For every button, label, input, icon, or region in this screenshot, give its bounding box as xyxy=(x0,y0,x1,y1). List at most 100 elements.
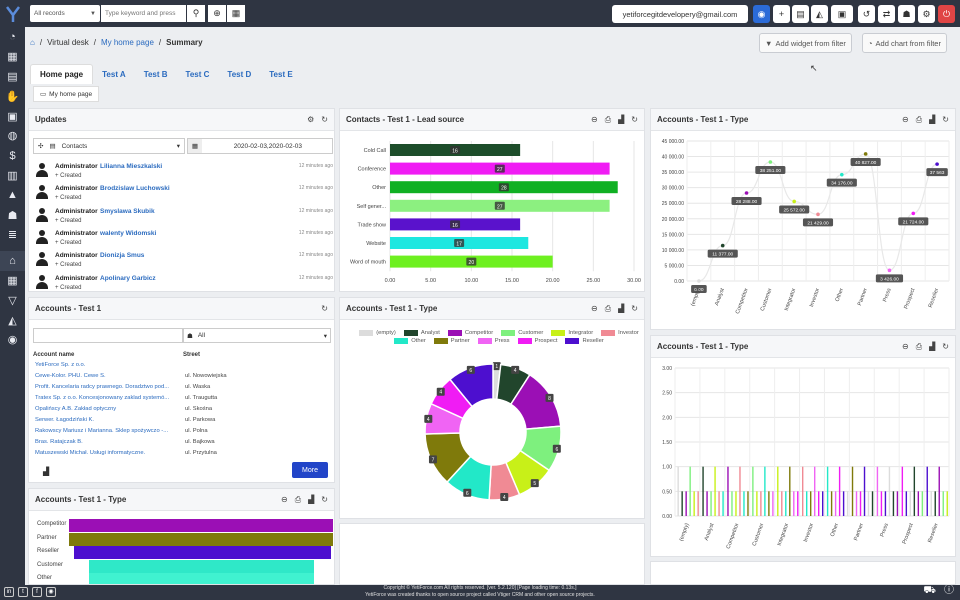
user-email[interactable]: yetiforcegitdevelopery@gmail.com xyxy=(612,5,748,23)
document-icon[interactable]: ▥ xyxy=(7,169,18,182)
refresh-icon[interactable]: ↻ xyxy=(631,114,638,124)
update-record-link[interactable]: Dionizja Smus xyxy=(100,252,145,260)
account-name-link[interactable]: Bras. Ratajczak B. xyxy=(35,439,83,445)
download-icon[interactable]: ⊖ xyxy=(281,494,288,504)
print-icon[interactable]: ⎙ xyxy=(915,114,923,124)
account-name-link[interactable]: Matuszewski Michał. Usługi informatyczne… xyxy=(35,450,146,456)
settings-icon[interactable]: ⚙ xyxy=(918,5,935,23)
legend-item[interactable]: Investor xyxy=(601,330,639,336)
legend-item[interactable]: Prospect xyxy=(517,338,557,344)
more-button[interactable]: More xyxy=(292,462,328,478)
github-icon[interactable]: ◉ xyxy=(46,587,56,597)
legend-item[interactable]: Integrator xyxy=(551,330,593,336)
legend-item[interactable]: Analyst xyxy=(403,330,440,336)
facebook-icon[interactable]: f xyxy=(32,587,42,597)
download-icon[interactable]: ⊖ xyxy=(902,114,909,124)
building-icon[interactable]: ▦ xyxy=(7,51,18,64)
company-icon[interactable]: ▤ xyxy=(7,70,18,83)
support-icon[interactable]: ◍ xyxy=(7,130,18,143)
refresh-icon[interactable]: ↻ xyxy=(942,341,949,351)
tab-home-page[interactable]: Home page xyxy=(30,64,94,84)
chart-icon[interactable]: ▟ xyxy=(308,494,315,504)
user-circle-icon[interactable]: ◉ xyxy=(7,334,18,347)
update-record-link[interactable]: Smyslawa Skubik xyxy=(100,207,155,215)
notes-icon[interactable]: ▤ xyxy=(792,5,809,23)
tab-test-c[interactable]: Test C xyxy=(185,69,210,79)
users-icon[interactable]: ☗ xyxy=(7,209,18,222)
street-filter[interactable]: ☗ All ▾ xyxy=(183,328,331,343)
update-record-link[interactable]: Brodzislaw Luchowski xyxy=(100,185,170,193)
tab-test-d[interactable]: Test D xyxy=(227,69,252,79)
refresh-icon[interactable]: ↻ xyxy=(321,494,328,504)
add-chart-button[interactable]: ◔ Add chart from filter xyxy=(862,33,947,53)
twitter-icon[interactable]: t xyxy=(18,587,28,597)
account-name-link[interactable]: Serwer. Łagodziński K. xyxy=(35,417,94,423)
refresh-icon[interactable]: ↻ xyxy=(942,114,949,124)
legend-item[interactable]: Reseller xyxy=(565,338,604,344)
bell-icon[interactable]: ◭ xyxy=(8,314,17,327)
info-icon[interactable]: ⓘ xyxy=(944,585,954,596)
linkedin-icon[interactable]: in xyxy=(4,587,14,597)
chat-icon[interactable]: ◉ xyxy=(753,5,770,23)
account-name-link[interactable]: Rakowscy Mariusz i Marianna. Sklep spoży… xyxy=(35,428,169,434)
chart-icon[interactable]: ▟ xyxy=(43,467,50,476)
bell-notification-icon[interactable]: ◭ xyxy=(811,5,828,23)
download-icon[interactable]: ⊖ xyxy=(591,303,598,313)
tab-test-a[interactable]: Test A xyxy=(102,69,126,79)
history-icon[interactable]: ↺ xyxy=(858,5,875,23)
account-name-link[interactable]: Opalińscy A.B. Zakład optyczny xyxy=(35,406,117,412)
dollar-icon[interactable]: $ xyxy=(9,149,16,162)
settings-icon[interactable]: ⚙ xyxy=(307,115,315,124)
yetiforce-logo[interactable] xyxy=(0,0,25,27)
home-icon[interactable]: ⌂ xyxy=(0,250,25,271)
office-icon[interactable]: ▦ xyxy=(7,274,18,287)
tab-test-b[interactable]: Test B xyxy=(143,69,168,79)
update-record-link[interactable]: Lilianna Mieszkalski xyxy=(100,163,163,170)
crosshair-icon[interactable]: ⊕ xyxy=(208,5,226,22)
swap-icon[interactable]: ⇄ xyxy=(878,5,895,23)
grid-icon[interactable]: ▦ xyxy=(227,5,245,22)
chart-icon[interactable]: ▟ xyxy=(929,341,936,351)
legend-item[interactable]: Customer xyxy=(501,330,543,336)
home-breadcrumb-icon[interactable]: ⌂ xyxy=(30,37,35,47)
add-icon[interactable]: + xyxy=(773,5,790,23)
lock-icon[interactable]: ▲ xyxy=(7,189,18,202)
legend-item[interactable]: Competitor xyxy=(447,330,493,336)
tab-test-e[interactable]: Test E xyxy=(269,69,293,79)
date-range-input[interactable]: ▦ 2020-02-03,2020-02-03 xyxy=(187,138,333,154)
column-account-name[interactable]: Account name xyxy=(33,352,75,358)
chart-icon[interactable]: ▟ xyxy=(929,114,936,124)
search-icon[interactable]: ⚲ xyxy=(187,5,205,22)
dashboard-icon[interactable]: ◔ xyxy=(9,30,16,43)
user-icon[interactable]: ☗ xyxy=(898,5,915,23)
account-name-filter[interactable] xyxy=(33,328,183,343)
add-widget-button[interactable]: ▼ Add widget from filter xyxy=(759,33,852,53)
print-icon[interactable]: ⎙ xyxy=(294,494,302,504)
cart-icon[interactable]: ⛟ xyxy=(923,585,936,596)
chart-icon[interactable]: ▟ xyxy=(618,114,625,124)
download-icon[interactable]: ⊖ xyxy=(591,114,598,124)
database-icon[interactable]: ≣ xyxy=(7,229,18,242)
chart-icon[interactable]: ▟ xyxy=(618,303,625,313)
briefcase-icon[interactable]: ▣ xyxy=(7,110,18,123)
account-name-link[interactable]: Profit. Kancelaria radcy prawnego. Dorad… xyxy=(35,384,170,390)
legend-item[interactable]: Press xyxy=(477,338,510,344)
account-name-link[interactable]: Cewe-Kolor. PHU. Cewe S. xyxy=(35,373,106,379)
subtab-my-home-page[interactable]: ▭ My home page xyxy=(33,86,100,102)
filter-icon[interactable]: ▽ xyxy=(8,294,17,307)
legend-item[interactable]: (empty) xyxy=(359,330,396,336)
print-icon[interactable]: ⎙ xyxy=(604,114,612,124)
records-select[interactable]: All records ▼ xyxy=(30,5,100,22)
refresh-icon[interactable]: ↻ xyxy=(631,303,638,313)
search-input[interactable] xyxy=(101,5,186,22)
update-record-link[interactable]: walenty Widomski xyxy=(100,229,157,237)
calendar-icon[interactable]: ▣ xyxy=(831,5,853,23)
module-select[interactable]: ✣ ▤ Contacts ▾ xyxy=(33,138,185,154)
account-name-link[interactable]: Tratex Sp. z o.o. Koncesjonowany zaklad … xyxy=(35,395,170,401)
print-icon[interactable]: ⎙ xyxy=(915,341,923,351)
breadcrumb-home-page[interactable]: My home page xyxy=(100,37,154,47)
download-icon[interactable]: ⊖ xyxy=(902,341,909,351)
power-icon[interactable]: ⏻ xyxy=(938,5,955,23)
column-street[interactable]: Street xyxy=(183,352,201,358)
refresh-icon[interactable]: ↻ xyxy=(321,115,328,124)
